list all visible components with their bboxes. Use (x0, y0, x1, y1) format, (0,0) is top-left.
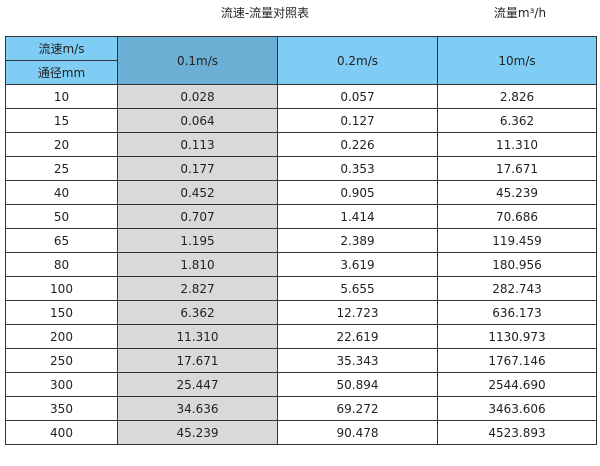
flow-0.1-cell: 0.064 (117, 108, 278, 133)
flow-10-cell: 6.362 (437, 108, 597, 133)
flow-0.1-cell: 0.707 (117, 204, 278, 229)
flow-0.1-cell: 34.636 (117, 396, 278, 421)
diameter-cell: 400 (5, 420, 118, 445)
diameter-header: 通径mm (5, 60, 118, 85)
diameter-cell: 300 (5, 372, 118, 397)
diameter-cell: 200 (5, 324, 118, 349)
flow-0.1-cell: 1.810 (117, 252, 278, 277)
flow-10-cell: 45.239 (437, 180, 597, 205)
flow-0.2-cell: 12.723 (277, 300, 438, 325)
diameter-cell: 15 (5, 108, 118, 133)
flow-0.1-cell: 1.195 (117, 228, 278, 253)
velocity-flow-table: 流速m/s 0.1m/s 0.2m/s 10m/s 通径mm 10 0.028 0.… (5, 36, 597, 445)
table-row: 300 25.447 50.894 2544.690 (5, 372, 597, 397)
diameter-cell: 150 (5, 300, 118, 325)
flow-0.2-cell: 0.057 (277, 84, 438, 109)
diameter-cell: 350 (5, 396, 118, 421)
flow-0.1-cell: 17.671 (117, 348, 278, 373)
table-row: 80 1.810 3.619 180.956 (5, 252, 597, 277)
table-title: 流速-流量对照表 (220, 6, 310, 20)
diameter-cell: 65 (5, 228, 118, 253)
flow-0.2-cell: 0.127 (277, 108, 438, 133)
flow-10-cell: 282.743 (437, 276, 597, 301)
flow-10-cell: 180.956 (437, 252, 597, 277)
diameter-cell: 50 (5, 204, 118, 229)
flow-unit-label: 流量m³/h (493, 6, 547, 20)
flow-0.1-cell: 45.239 (117, 420, 278, 445)
flow-0.1-cell: 25.447 (117, 372, 278, 397)
flow-10-cell: 3463.606 (437, 396, 597, 421)
flow-0.2-cell: 2.389 (277, 228, 438, 253)
flow-10-cell: 4523.893 (437, 420, 597, 445)
flow-10-cell: 17.671 (437, 156, 597, 181)
flow-0.2-cell: 90.478 (277, 420, 438, 445)
diameter-cell: 20 (5, 132, 118, 157)
flow-10-cell: 1130.973 (437, 324, 597, 349)
flow-0.1-cell: 0.113 (117, 132, 278, 157)
flow-10-cell: 2544.690 (437, 372, 597, 397)
flow-0.1-cell: 2.827 (117, 276, 278, 301)
flow-10-cell: 2.826 (437, 84, 597, 109)
header-row: 流速m/s 0.1m/s 0.2m/s 10m/s (5, 36, 597, 85)
diameter-cell: 250 (5, 348, 118, 373)
column-header-10[interactable]: 10m/s (437, 36, 597, 85)
flow-10-cell: 636.173 (437, 300, 597, 325)
flow-0.2-cell: 3.619 (277, 252, 438, 277)
flow-10-cell: 119.459 (437, 228, 597, 253)
flow-10-cell: 70.686 (437, 204, 597, 229)
diameter-cell: 10 (5, 84, 118, 109)
flow-0.1-cell: 11.310 (117, 324, 278, 349)
table-row: 20 0.113 0.226 11.310 (5, 132, 597, 157)
flow-10-cell: 1767.146 (437, 348, 597, 373)
diameter-cell: 80 (5, 252, 118, 277)
diameter-cell: 100 (5, 276, 118, 301)
table-row: 200 11.310 22.619 1130.973 (5, 324, 597, 349)
header-row: 通径mm (5, 60, 597, 85)
table-row: 65 1.195 2.389 119.459 (5, 228, 597, 253)
diameter-cell: 40 (5, 180, 118, 205)
table-row: 150 6.362 12.723 636.173 (5, 300, 597, 325)
table-row: 100 2.827 5.655 282.743 (5, 276, 597, 301)
flow-0.2-cell: 0.905 (277, 180, 438, 205)
flow-10-cell: 11.310 (437, 132, 597, 157)
column-header-0.1[interactable]: 0.1m/s (117, 36, 278, 85)
table-row: 25 0.177 0.353 17.671 (5, 156, 597, 181)
flow-0.2-cell: 0.353 (277, 156, 438, 181)
table-row: 250 17.671 35.343 1767.146 (5, 348, 597, 373)
table-row: 400 45.239 90.478 4523.893 (5, 420, 597, 445)
flow-0.2-cell: 69.272 (277, 396, 438, 421)
flow-0.1-cell: 0.177 (117, 156, 278, 181)
table-row: 350 34.636 69.272 3463.606 (5, 396, 597, 421)
table-row: 50 0.707 1.414 70.686 (5, 204, 597, 229)
velocity-header: 流速m/s (5, 36, 118, 61)
flow-0.1-cell: 6.362 (117, 300, 278, 325)
flow-0.1-cell: 0.028 (117, 84, 278, 109)
flow-0.2-cell: 1.414 (277, 204, 438, 229)
table-row: 40 0.452 0.905 45.239 (5, 180, 597, 205)
flow-0.1-cell: 0.452 (117, 180, 278, 205)
flow-0.2-cell: 50.894 (277, 372, 438, 397)
table-row: 10 0.028 0.057 2.826 (5, 84, 597, 109)
flow-0.2-cell: 0.226 (277, 132, 438, 157)
table-row: 15 0.064 0.127 6.362 (5, 108, 597, 133)
flow-0.2-cell: 22.619 (277, 324, 438, 349)
flow-0.2-cell: 5.655 (277, 276, 438, 301)
diameter-cell: 25 (5, 156, 118, 181)
flow-0.2-cell: 35.343 (277, 348, 438, 373)
column-header-0.2[interactable]: 0.2m/s (277, 36, 438, 85)
